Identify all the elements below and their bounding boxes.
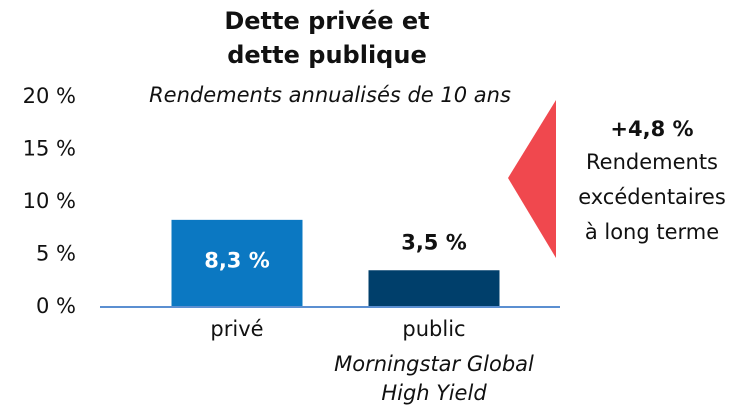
bar: [368, 270, 500, 307]
bar: [171, 219, 303, 307]
value-label: 8,3 %: [204, 248, 270, 272]
annotation-value: +4,8 %: [610, 117, 693, 141]
category-note: High Yield: [381, 381, 487, 405]
chart-subtitle: Rendements annualisés de 10 ans: [149, 83, 511, 107]
annotation-text: excédentaires: [578, 185, 726, 209]
chart-title: dette publique: [227, 41, 426, 69]
annotation-arrow: [508, 100, 556, 258]
y-tick-label: 20 %: [23, 84, 76, 108]
y-tick-label: 5 %: [36, 242, 76, 266]
x-tick-label: privé: [210, 317, 263, 341]
chart-title: Dette privée et: [224, 7, 429, 35]
value-label: 3,5 %: [401, 230, 467, 254]
x-tick-label: public: [402, 317, 465, 341]
annotation-text: à long terme: [585, 220, 719, 244]
y-tick-label: 0 %: [36, 294, 76, 318]
annotation-text: Rendements: [586, 150, 718, 174]
category-note: Morningstar Global: [334, 352, 534, 376]
y-tick-label: 10 %: [23, 189, 76, 213]
y-tick-label: 15 %: [23, 137, 76, 161]
